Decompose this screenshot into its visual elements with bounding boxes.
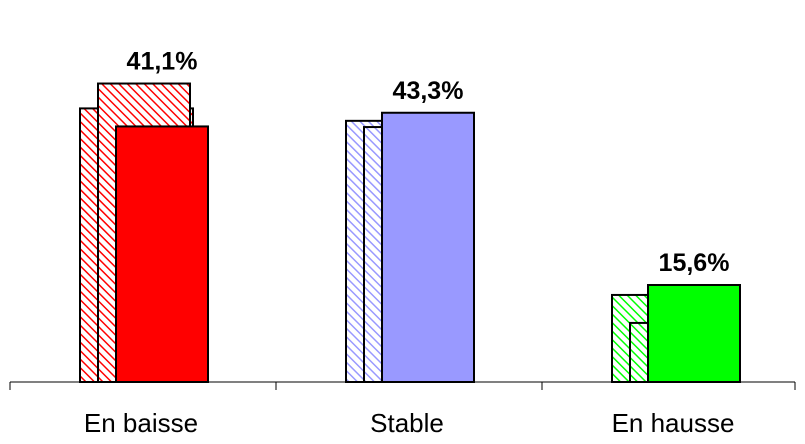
- bars-group: [79, 82, 741, 384]
- x-axis: [9, 381, 796, 390]
- bar-value-1: [381, 111, 475, 384]
- category-label-2: En hausse: [612, 408, 735, 438]
- data-label-0: 41,1%: [127, 48, 198, 76]
- category-label-1: Stable: [370, 408, 444, 438]
- bar-value-2: [647, 283, 741, 384]
- bar-value-0: [115, 125, 209, 383]
- data-label-1: 43,3%: [393, 77, 464, 105]
- category-label-0: En baisse: [84, 408, 198, 438]
- data-label-2: 15,6%: [659, 249, 730, 277]
- labels-group: 41,1% En baisse 43,3% Stable 15,6% En hausse: [84, 48, 735, 438]
